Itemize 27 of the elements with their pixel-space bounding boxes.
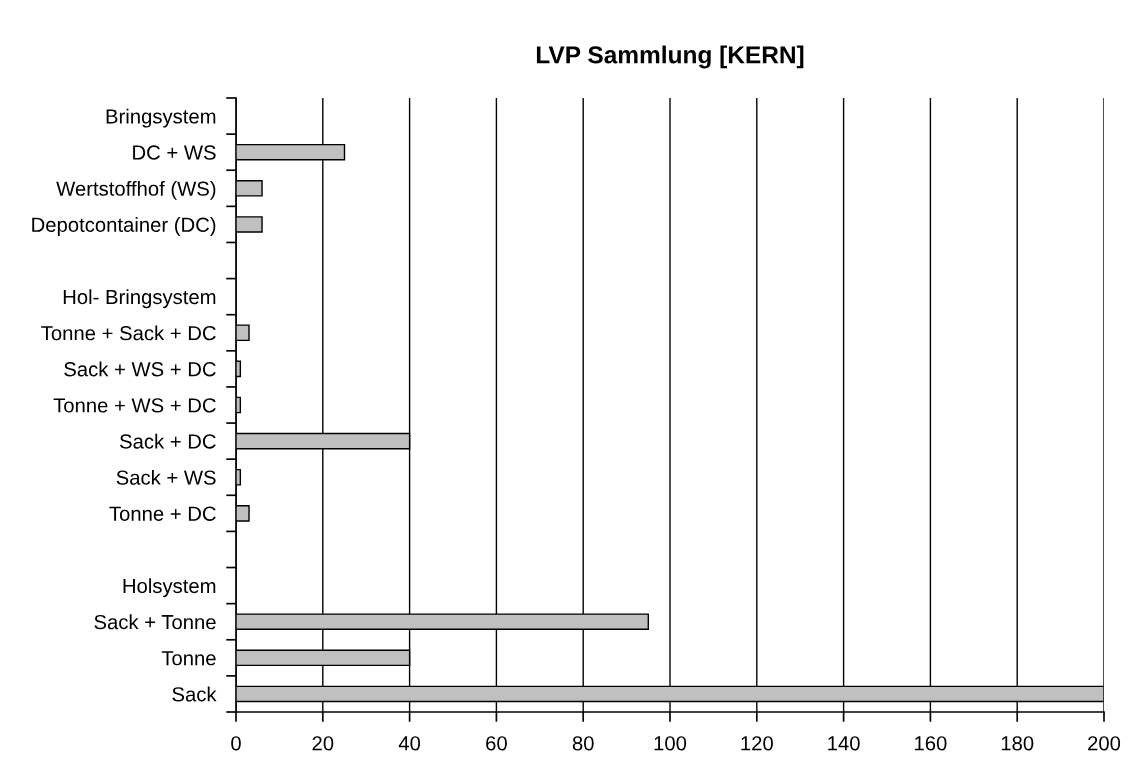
y-tick-label: Tonne + DC [109,506,216,521]
y-tick-label: Holsystem [123,578,216,598]
y-tick-label: Hol- Bringsystem [63,289,216,309]
x-tick-label: 40 [398,736,421,751]
x-tick-label: 160 [915,736,947,751]
x-tick-label: 180 [1001,736,1034,751]
y-tick-label: DC + WS [133,145,216,160]
chart-title: LVP Sammlung [KERN] [536,45,804,69]
y-tick-label: Depotcontainer (DC) [32,217,216,236]
x-tick-label: 80 [572,736,594,751]
y-tick-label: Sack + Tonne [94,614,216,630]
x-tick-label: 120 [741,736,773,751]
y-tick-label: Tonne [161,651,216,666]
y-tick-label: Sack + WS + DC [64,361,216,377]
x-tick-label: 200 [1088,736,1121,751]
x-tick-label: 20 [312,736,334,751]
y-tick-label: Tonne + Sack + DC [41,325,216,341]
y-tick-label: Bringsystem [106,108,216,128]
x-tick-label: 60 [486,736,507,751]
y-tick-label: Sack + DC [120,433,216,449]
x-tick-label: 100 [654,736,687,751]
y-tick-label: Sack [172,686,217,702]
y-tick-label: Sack + WS [116,469,216,485]
y-tick-label: Tonne + WS + DC [53,398,216,413]
y-tick-label: Wertstoffhof (WS) [56,180,216,200]
x-tick-label: 140 [828,736,860,751]
x-tick-label: 0 [231,736,241,751]
